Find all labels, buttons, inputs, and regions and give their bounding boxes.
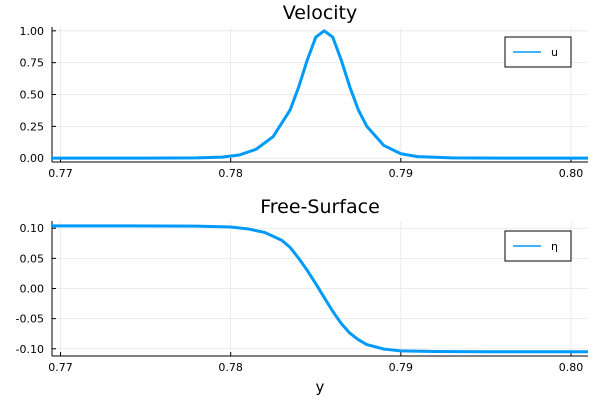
- y-tick-label: 0.00: [20, 283, 45, 296]
- legend-label: η: [551, 240, 558, 253]
- x-tick-label: 0.79: [389, 167, 414, 180]
- panel-2: 0.77 0.78 0.79 0.80 0.10 0.05 0.00 -0.05 -0.10 Fr…: [16, 196, 588, 396]
- chart-title: Velocity: [283, 2, 358, 24]
- x-tick-label: 0.77: [48, 361, 73, 374]
- legend: η: [504, 230, 572, 262]
- series-line-η: [52, 224, 588, 354]
- legend: u: [504, 36, 572, 68]
- legend-label: u: [551, 46, 558, 59]
- series-line-u: [52, 29, 588, 160]
- x-tick-label: 0.80: [559, 167, 584, 180]
- chart-title: Free-Surface: [260, 196, 380, 218]
- x-tick-label: 0.78: [218, 361, 243, 374]
- y-tick-label: 0.75: [20, 57, 45, 70]
- x-tick-label: 0.77: [48, 167, 73, 180]
- y-tick-label: -0.10: [16, 343, 44, 356]
- x-tick-label: 0.79: [389, 361, 414, 374]
- y-tick-label: 0.05: [20, 252, 45, 265]
- y-tick-label: -0.05: [16, 313, 44, 326]
- y-tick-label: 0.10: [20, 222, 45, 235]
- y-tick-label: 0.25: [20, 120, 45, 133]
- y-tick-label: 0.50: [20, 89, 45, 102]
- x-tick-label: 0.78: [218, 167, 243, 180]
- y-tick-label: 1.00: [20, 25, 45, 38]
- y-tick-label: 0.00: [20, 152, 45, 165]
- panel-1: 0.77 0.78 0.79 0.80 0.00 0.25 0.50 0.75 1.00 Velo…: [20, 2, 588, 180]
- x-axis-label: y: [316, 378, 325, 396]
- x-tick-label: 0.80: [559, 361, 584, 374]
